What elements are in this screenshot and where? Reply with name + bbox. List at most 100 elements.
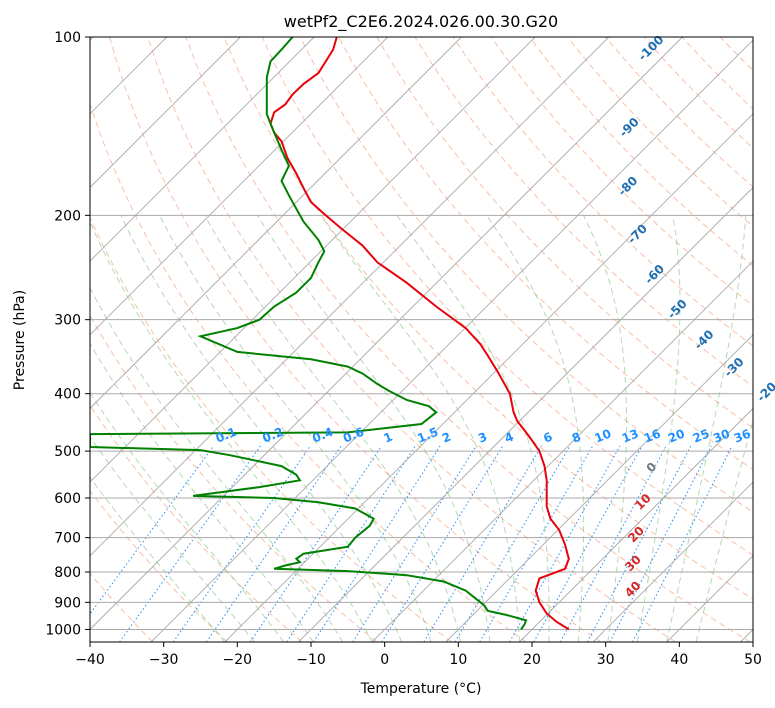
grid-lines — [90, 37, 753, 642]
isotherm-line — [445, 334, 753, 642]
mixing-ratio-line — [249, 445, 383, 642]
y-axis-ticks: 100 200 300 400 500 600 700 800 900 1000 — [45, 30, 90, 638]
mixing-ratio-line — [381, 445, 504, 642]
temperature-profile-line — [269, 37, 570, 631]
moist-adiabat-line — [90, 476, 226, 642]
dewpoint-profile-line — [90, 37, 528, 630]
dry-adiabat-line — [90, 489, 228, 642]
dry-adiabat-line — [452, 37, 753, 347]
mixing-ratio-label: 30 — [711, 426, 732, 445]
mixing-ratio-line — [90, 445, 215, 615]
x-tick-label: 50 — [744, 652, 762, 668]
x-tick-label: 0 — [380, 652, 389, 668]
dry-adiabat-line — [90, 314, 378, 642]
dry-adiabat-line — [490, 37, 753, 307]
isotherm-line — [90, 37, 315, 262]
mixing-ratio-line — [352, 445, 477, 642]
y-tick-label: 600 — [54, 491, 81, 507]
mixing-ratio-line — [119, 445, 261, 642]
isotherm-line — [90, 37, 241, 189]
mixing-ratio-line — [632, 445, 733, 642]
moist-adiabat-line — [320, 215, 520, 642]
dry-adiabat-label: -60 — [642, 262, 667, 287]
dry-adiabat-line — [261, 37, 753, 556]
isotherm-line — [224, 113, 753, 642]
moist-adiabat-line — [159, 215, 432, 642]
moist-adiabat-line — [695, 418, 753, 642]
dry-adiabat-line — [223, 37, 753, 600]
dry-adiabat-label: -40 — [691, 327, 716, 352]
mixing-ratio-label: 13 — [620, 426, 641, 445]
dry-adiabat-line — [0, 37, 3, 642]
dry-adiabat-label: -80 — [615, 174, 640, 199]
mixing-ratio-line — [559, 445, 667, 642]
y-tick-label: 1000 — [45, 622, 81, 638]
dry-adiabat-line — [719, 37, 753, 71]
isotherm-line — [371, 260, 753, 642]
moist-adiabat-line — [636, 215, 681, 642]
x-tick-label: −30 — [149, 652, 179, 668]
mixing-ratio-line — [586, 445, 692, 642]
y-tick-label: 800 — [54, 565, 81, 581]
isotherm-line — [298, 186, 753, 642]
mixing-ratio-label: 3 — [476, 430, 489, 446]
mixing-ratio-line — [423, 445, 542, 642]
moist-adiabat-line — [583, 215, 627, 642]
mixing-ratio-label: 1 — [382, 430, 395, 446]
dry-adiabat-line — [109, 37, 602, 642]
isotherm-line — [90, 37, 683, 631]
moist-adiabat-line — [90, 435, 255, 642]
moist-adiabat-line — [90, 220, 373, 642]
moist-adiabat-label: 40 — [622, 578, 644, 600]
dry-adiabat-label: -30 — [721, 355, 746, 380]
dry-adiabat-line — [376, 37, 753, 429]
isotherm-line — [740, 628, 753, 642]
dry-adiabat-line — [147, 37, 676, 642]
mixing-ratio-label: 0.4 — [310, 425, 335, 446]
moist-adiabat-line — [257, 215, 491, 642]
dry-adiabat-line — [758, 37, 775, 642]
mixing-ratio-label: 20 — [666, 426, 687, 445]
mixing-ratio-label: 1.5 — [415, 425, 440, 446]
isotherm-line — [592, 481, 753, 642]
dry-adiabat-line — [90, 102, 527, 642]
mixing-ratio-line — [533, 445, 643, 642]
profile-lines — [90, 37, 570, 631]
x-axis-ticks: −40 −30 −20 −10 0 10 20 30 40 50 — [75, 642, 762, 668]
line-labels: 0.1 0.2 0.4 0.6 1 1.5 2 3 4 6 8 10 13 16 20 25 30 36-100-… — [214, 33, 775, 601]
x-tick-label: 20 — [523, 652, 541, 668]
skewt-background-lines — [0, 37, 775, 642]
y-tick-label: 100 — [54, 30, 81, 46]
isotherm-line — [90, 37, 462, 410]
y-tick-label: 400 — [54, 387, 81, 403]
mixing-ratio-label: 4 — [503, 430, 516, 446]
dry-adiabat-line — [299, 37, 753, 513]
mixing-ratio-line — [313, 445, 441, 642]
moist-adiabat-line — [486, 215, 585, 642]
isotherm-line — [666, 555, 753, 642]
isotherm-line — [519, 407, 753, 642]
dry-adiabat-label: -50 — [665, 297, 690, 322]
moist-adiabat-line — [204, 215, 461, 642]
dry-adiabat-label: -20 — [754, 379, 775, 404]
mixing-ratio-line — [609, 445, 712, 642]
isotherm-line — [90, 37, 389, 336]
dry-adiabat-line — [90, 404, 303, 642]
mixing-ratio-label: 0.6 — [341, 425, 366, 446]
mixing-ratio-line — [479, 445, 594, 642]
mixing-ratio-label: 36 — [732, 426, 753, 445]
x-axis-label: Temperature (°C) — [360, 681, 482, 697]
mixing-ratio-label: 10 — [593, 426, 614, 445]
x-tick-label: 30 — [597, 652, 615, 668]
mixing-ratio-label: 6 — [541, 430, 554, 446]
chart-title: wetPf2_C2E6.2024.026.00.30.G20 — [284, 12, 558, 32]
moist-adiabat-label: 10 — [632, 491, 654, 513]
moist-adiabat-line — [90, 286, 344, 642]
y-tick-label: 900 — [54, 595, 81, 611]
dry-adiabat-line — [414, 37, 753, 388]
x-tick-label: −40 — [75, 652, 105, 668]
dry-adiabat-line — [338, 37, 753, 471]
y-tick-label: 200 — [54, 208, 81, 224]
dry-adiabat-line — [90, 216, 452, 642]
